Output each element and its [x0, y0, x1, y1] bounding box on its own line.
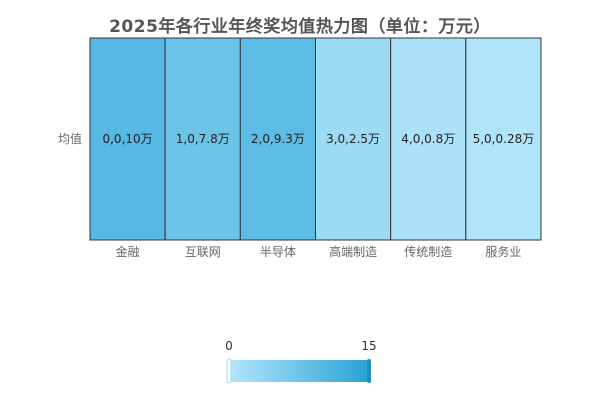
heatmap-cell-5[interactable]: [465, 37, 542, 241]
y-tick-label-0: 均值: [58, 131, 82, 146]
cell-label-5: 5,0,0.28万: [473, 132, 535, 146]
axes: 金融 互联网 半导体 高端制造 传统制造 服务业 均值: [58, 131, 521, 259]
chart-title: 2025年各行业年终奖均值热力图（单位：万元）: [109, 17, 491, 37]
visual-map-handle-max[interactable]: [367, 359, 371, 383]
x-tick-label-4: 传统制造: [404, 244, 452, 259]
visual-map-legend[interactable]: 0 15: [225, 339, 377, 384]
visual-map-max-label: 15: [361, 339, 376, 353]
x-tick-label-3: 高端制造: [329, 244, 377, 259]
cell-label-3: 3,0,2.5万: [326, 132, 380, 146]
x-tick-label-1: 互联网: [185, 245, 221, 259]
x-tick-label-2: 半导体: [260, 245, 296, 259]
heatmap-cell-1[interactable]: [164, 37, 241, 241]
visual-map-handle-min[interactable]: [226, 358, 232, 384]
visual-map-min-label: 0: [225, 339, 233, 353]
cell-label-2: 2,0,9.3万: [251, 132, 305, 146]
x-tick-label-0: 金融: [116, 244, 140, 259]
visual-map-bar[interactable]: [229, 360, 369, 382]
heatmap-cells: 0,0,10万 1,0,7.8万 2,0,9.3万 3,0,2.5万 4,0,0.8万 5…: [89, 37, 542, 241]
cell-label-1: 1,0,7.8万: [176, 132, 230, 146]
cell-label-4: 4,0,0.8万: [401, 132, 455, 146]
cell-label-0: 0,0,10万: [102, 132, 152, 146]
heatmap-cell-4[interactable]: [390, 37, 467, 241]
heatmap-cell-3[interactable]: [315, 37, 392, 241]
x-tick-label-5: 服务业: [485, 244, 521, 259]
